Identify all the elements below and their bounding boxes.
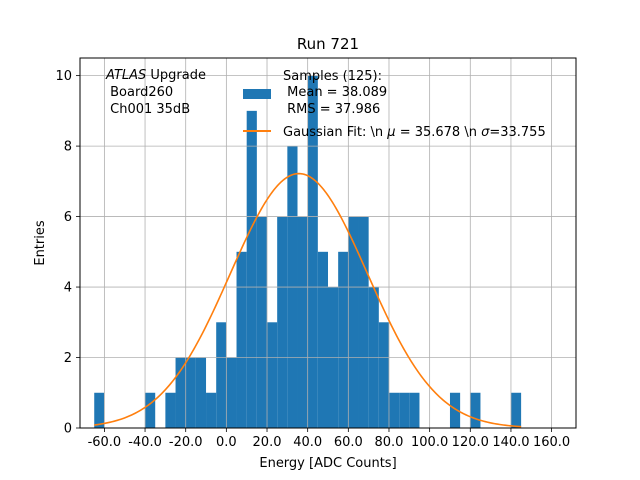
histogram-bar bbox=[216, 322, 227, 428]
histogram-bar bbox=[145, 392, 156, 428]
legend-hist-line-3: RMS = 37.986 bbox=[283, 102, 380, 117]
histogram-bar bbox=[510, 392, 522, 428]
legend-hist-swatch bbox=[243, 89, 271, 99]
x-tick-label: 160.0 bbox=[533, 435, 570, 450]
histogram-bar bbox=[470, 392, 481, 428]
y-tick-label: 2 bbox=[64, 351, 72, 366]
histogram-bar bbox=[358, 216, 369, 428]
histogram-bar bbox=[297, 216, 308, 428]
legend-fit-mu: μ bbox=[386, 125, 395, 140]
annotation-experiment: ATLAS bbox=[105, 68, 146, 83]
grid-layer bbox=[80, 58, 576, 429]
plot-frame bbox=[79, 57, 577, 429]
legend-fit-suffix: =33.755 bbox=[489, 125, 545, 140]
histogram-bar bbox=[409, 392, 420, 428]
y-tick-label: 4 bbox=[64, 281, 72, 296]
chart-title: Run 721 bbox=[297, 35, 359, 53]
histogram-bar bbox=[399, 392, 410, 428]
histogram-bar bbox=[277, 216, 288, 428]
x-axis-label: Energy [ADC Counts] bbox=[259, 456, 396, 471]
histogram-bar bbox=[195, 357, 207, 428]
legend-fit-mid: = 35.678 \n bbox=[396, 125, 482, 140]
histogram-bar bbox=[165, 392, 176, 428]
x-tick-label: 100.0 bbox=[411, 435, 448, 450]
x-tick-label: -40.0 bbox=[128, 435, 162, 450]
y-tick-label: 10 bbox=[55, 69, 72, 84]
annotation-label: Upgrade bbox=[146, 68, 206, 83]
bar-layer bbox=[94, 75, 522, 428]
histogram-bar bbox=[307, 75, 318, 428]
histogram-bar bbox=[348, 216, 359, 428]
annotation-line-3: Ch001 35dB bbox=[106, 102, 190, 117]
histogram-bar bbox=[226, 357, 237, 428]
y-tick-label: 0 bbox=[64, 422, 72, 437]
x-tick-label: 140.0 bbox=[492, 435, 529, 450]
gaussian-fit-curve bbox=[94, 172, 522, 428]
x-tick-label: 0.0 bbox=[216, 435, 237, 450]
annotation-line-1: ATLAS Upgrade bbox=[105, 68, 206, 83]
histogram-bar bbox=[236, 251, 247, 428]
histogram-bar bbox=[94, 392, 105, 428]
histogram-bar bbox=[256, 216, 268, 428]
histogram-bar bbox=[185, 357, 196, 428]
legend-hist-line-1: Samples (125): bbox=[283, 69, 382, 84]
x-tick-label: 20.0 bbox=[253, 435, 282, 450]
x-tick-label: 40.0 bbox=[293, 435, 322, 450]
histogram-bar bbox=[449, 392, 461, 428]
histogram-bar bbox=[338, 251, 349, 428]
legend-hist-line-2: Mean = 38.089 bbox=[283, 85, 387, 100]
histogram-bar bbox=[388, 392, 400, 428]
y-tick-label: 6 bbox=[64, 210, 72, 225]
legend-fit-prefix: Gaussian Fit: \n bbox=[283, 125, 387, 140]
histogram-bar bbox=[246, 110, 257, 428]
annotation-line-2: Board260 bbox=[106, 85, 173, 100]
histogram-bar bbox=[267, 322, 278, 428]
histogram-bar bbox=[317, 251, 328, 428]
y-tick-label: 8 bbox=[64, 140, 72, 155]
x-tick-label: 60.0 bbox=[334, 435, 363, 450]
histogram-bar bbox=[206, 392, 217, 428]
legend: Samples (125): Mean = 38.089 RMS = 37.98… bbox=[243, 69, 546, 140]
histogram-bar bbox=[378, 322, 389, 428]
atlas-annotation: ATLAS Upgrade Board260 Ch001 35dB bbox=[105, 68, 206, 117]
legend-fit-label: Gaussian Fit: \n μ = 35.678 \n σ=33.755 bbox=[283, 125, 546, 140]
x-tick-label: -60.0 bbox=[88, 435, 122, 450]
x-tick-label: -20.0 bbox=[169, 435, 203, 450]
x-tick-label: 120.0 bbox=[452, 435, 489, 450]
histogram-bar bbox=[175, 357, 186, 428]
fit-layer bbox=[94, 172, 522, 428]
legend-fit-sigma: σ bbox=[481, 125, 490, 140]
x-tick-label: 80.0 bbox=[375, 435, 404, 450]
tick-layer: -60.0 -40.0 -20.0 0.0 20.0 40.0 60.0 80.0 100.0 1… bbox=[55, 69, 570, 450]
y-axis-label: Entries bbox=[33, 220, 48, 266]
